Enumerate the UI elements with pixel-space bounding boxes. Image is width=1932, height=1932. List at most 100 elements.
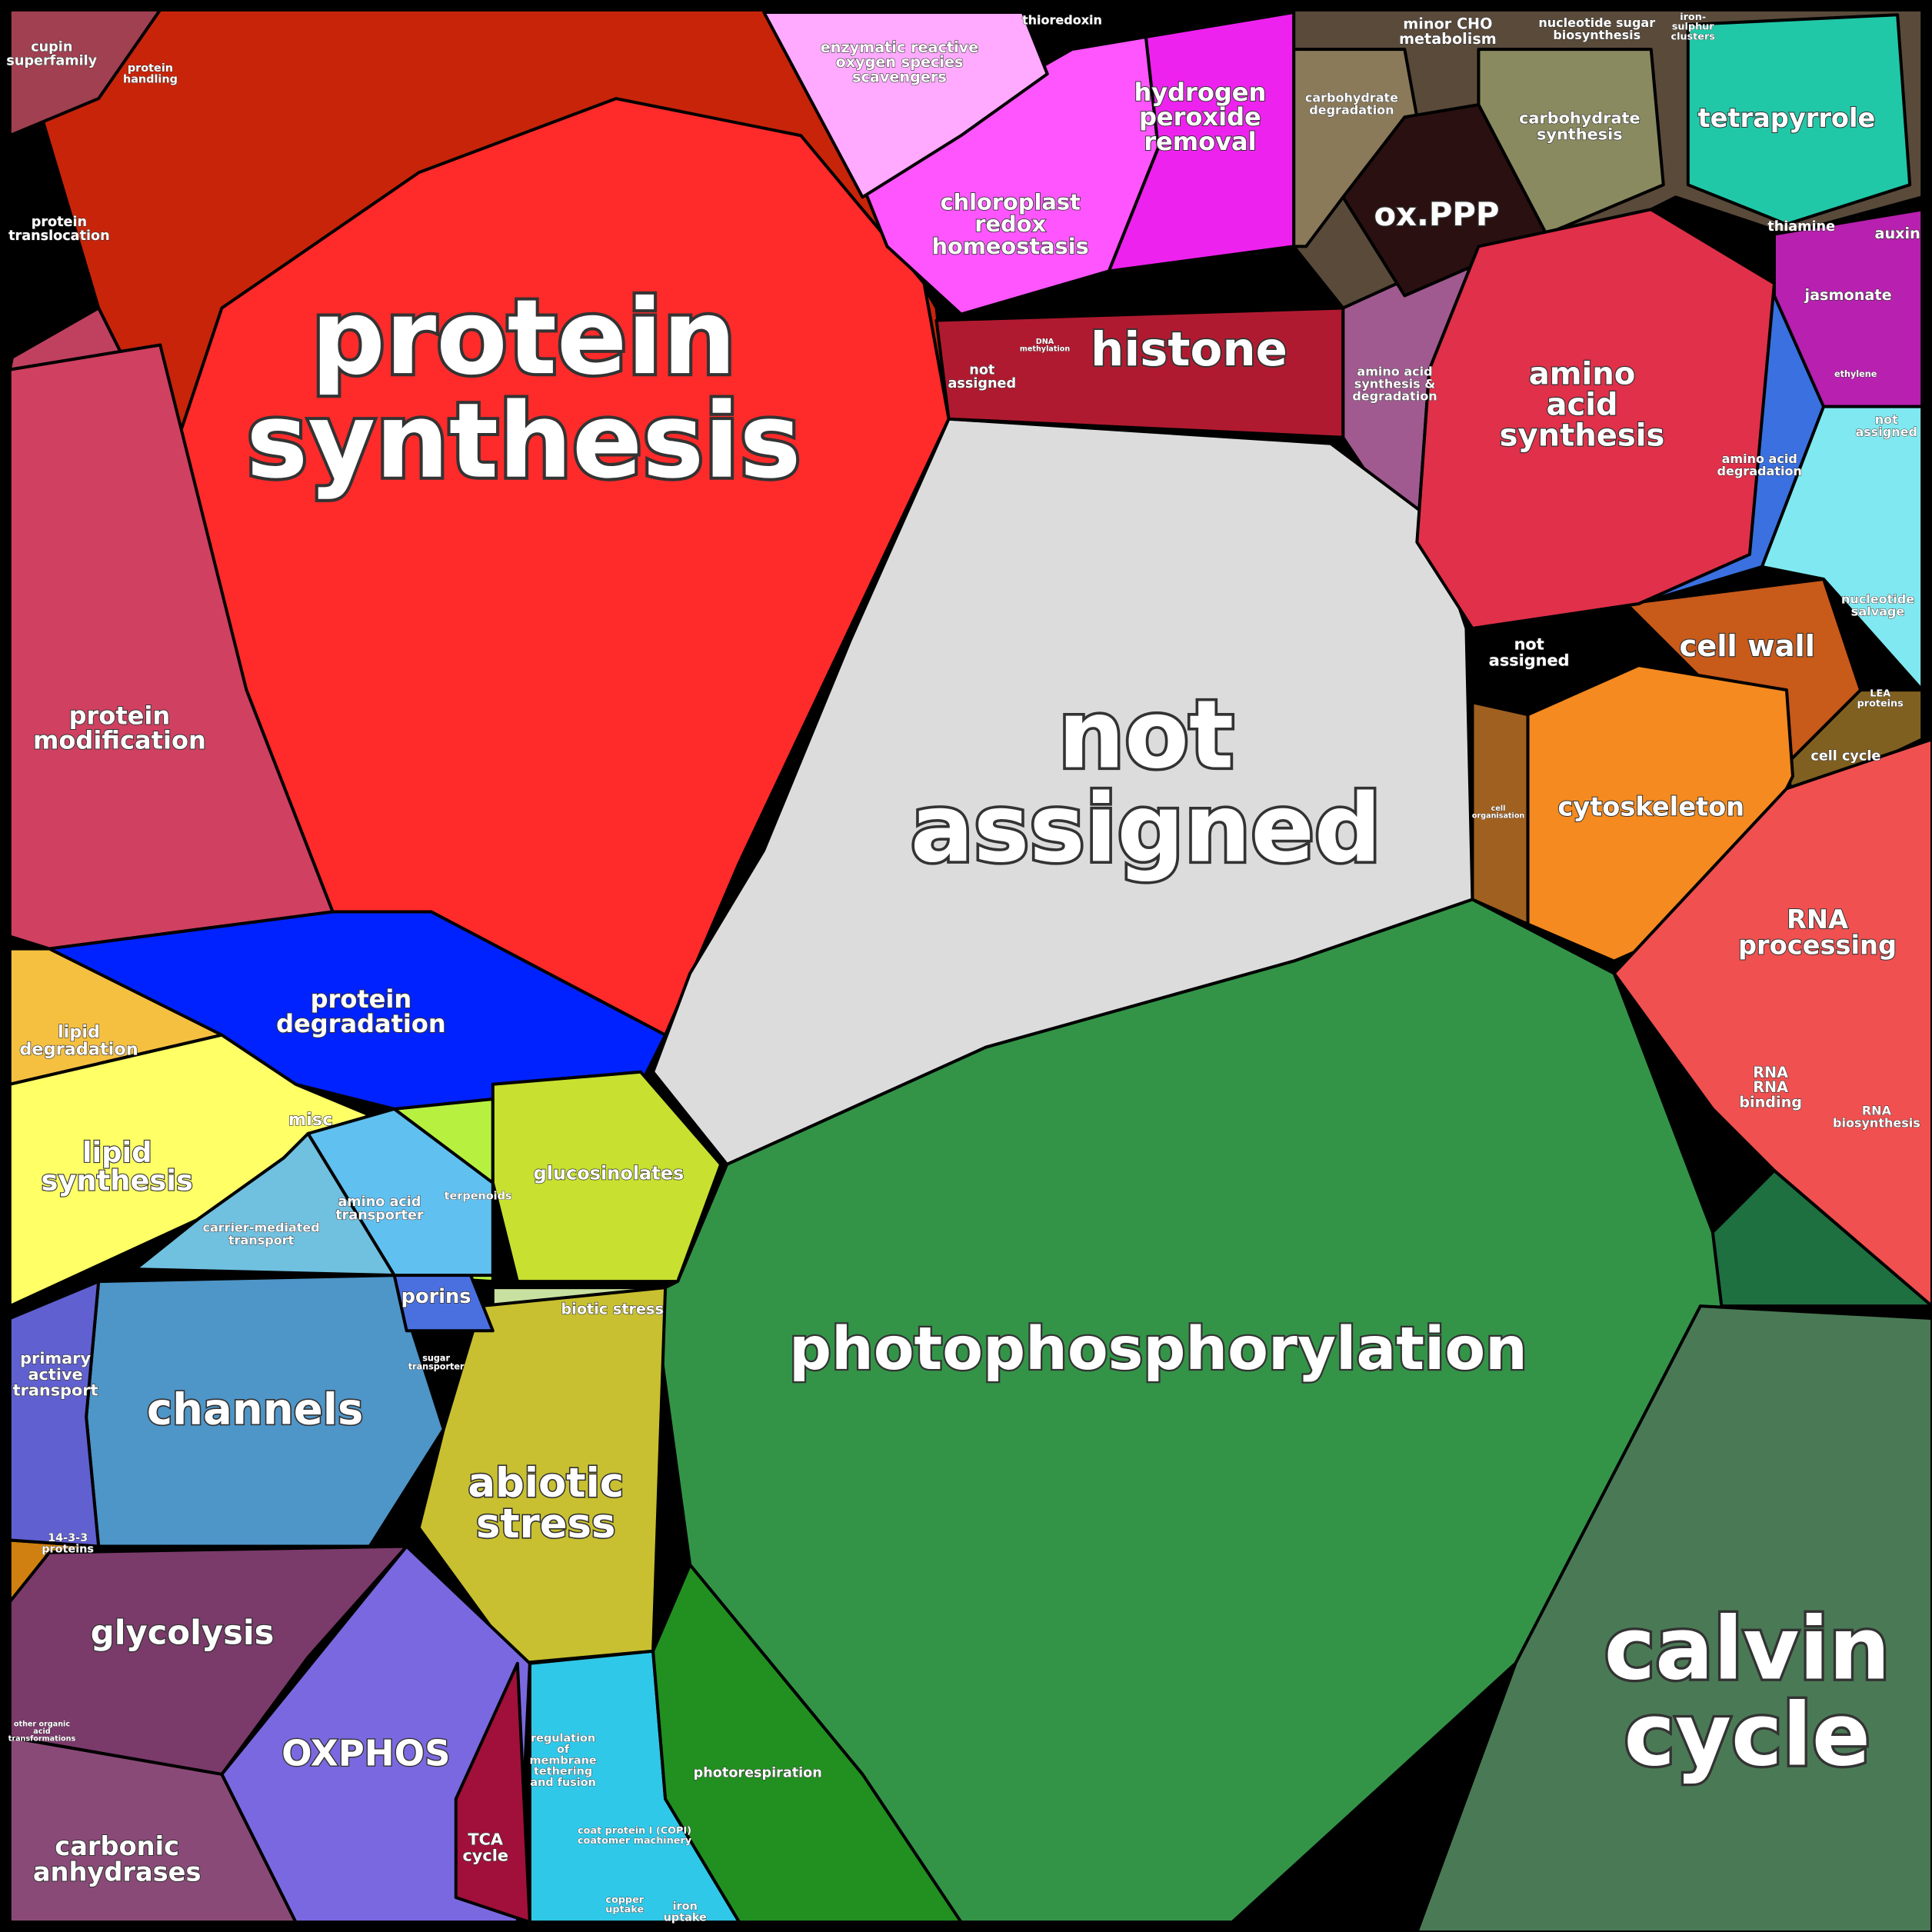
cell-label: coat protein I (COPI) bbox=[578, 1825, 691, 1837]
cell-label: enzymatic reactive bbox=[821, 38, 979, 56]
cell-label: degradation bbox=[1352, 388, 1437, 403]
cell-label: synthesis bbox=[246, 381, 801, 501]
cell-label: binding bbox=[1739, 1093, 1802, 1111]
cell-label: photorespiration bbox=[694, 1765, 822, 1780]
cell-label: tetrapyrrole bbox=[1698, 103, 1876, 133]
cell bbox=[454, 1661, 531, 1924]
cell-label: proteins bbox=[1857, 698, 1904, 709]
cell-label: lipid bbox=[82, 1136, 152, 1169]
cell-label: LEA bbox=[1870, 688, 1890, 699]
cell-label: anhydrases bbox=[33, 1857, 202, 1887]
cell bbox=[220, 1544, 531, 1924]
cell-label: nucleotide sugar bbox=[1538, 15, 1655, 30]
cell-label: translocation bbox=[8, 228, 110, 244]
cell-label: acid bbox=[33, 1727, 50, 1736]
cell-label: cell cycle bbox=[1810, 749, 1880, 764]
cell bbox=[1415, 208, 1776, 631]
cell-label: abiotic bbox=[468, 1460, 624, 1507]
cell-label: and fusion bbox=[530, 1777, 596, 1789]
cell-label: processing bbox=[1738, 931, 1897, 961]
cell-label: primary bbox=[20, 1349, 91, 1367]
cell-label: cell bbox=[1491, 804, 1506, 813]
cell bbox=[8, 1280, 101, 1548]
cell-label: 14-3-3 bbox=[48, 1532, 88, 1544]
cell-label: minor CHO bbox=[1403, 15, 1492, 33]
cell-label: proteins bbox=[42, 1544, 94, 1556]
cell-label: methylation bbox=[1020, 345, 1070, 353]
cell-label: other organic bbox=[14, 1720, 70, 1728]
cell-label: histone bbox=[1091, 322, 1287, 377]
cell-label: cycle bbox=[462, 1846, 508, 1864]
cell-label: RNA bbox=[1753, 1064, 1788, 1081]
cell-label: carbohydrate bbox=[1519, 109, 1641, 128]
cell-label: handling bbox=[123, 73, 178, 85]
cell-label: iron- bbox=[1680, 12, 1706, 23]
cell-label: protein bbox=[311, 277, 737, 398]
cell-label: carrier-mediated bbox=[202, 1221, 319, 1235]
cell-label: glucosinolates bbox=[533, 1163, 684, 1184]
cell-label: channels bbox=[147, 1385, 363, 1435]
cell-label: auxin bbox=[1874, 225, 1920, 242]
cell-label: protein bbox=[128, 62, 173, 75]
cell-label: clusters bbox=[1671, 32, 1715, 43]
cell-label: synthesis bbox=[1537, 125, 1623, 143]
cell-label: coatomer machinery bbox=[578, 1835, 692, 1847]
cell-label: degradation bbox=[276, 1009, 446, 1038]
cell-label: cycle bbox=[1624, 1685, 1870, 1785]
cell bbox=[1477, 48, 1665, 236]
cell-label: sulphur bbox=[1672, 22, 1714, 33]
cell-label: not bbox=[1514, 635, 1544, 654]
cell bbox=[1415, 1304, 1932, 1932]
cell bbox=[1612, 738, 1932, 1308]
cell-label: misc bbox=[288, 1110, 333, 1130]
cell bbox=[134, 1131, 396, 1277]
cell-label: RNA bbox=[1862, 1104, 1892, 1118]
cell-label: acid bbox=[1546, 388, 1617, 423]
cell-label: regulation bbox=[531, 1732, 595, 1744]
cell-label: protein bbox=[69, 701, 171, 730]
cell-label: uptake bbox=[664, 1912, 707, 1924]
cell-label: not bbox=[1058, 681, 1234, 790]
cell-label: biotic stress bbox=[561, 1300, 663, 1317]
cell bbox=[934, 306, 1345, 439]
cell-label: assigned bbox=[948, 376, 1017, 391]
cell-label: DNA bbox=[1036, 338, 1054, 346]
cell-label: OXPHOS bbox=[281, 1732, 450, 1774]
cell-label: synthesis bbox=[1500, 418, 1665, 454]
cell-label: cytoskeleton bbox=[1557, 791, 1744, 821]
cell-label: chloroplast bbox=[941, 188, 1081, 215]
cell-label: nucleotide bbox=[1841, 592, 1914, 607]
cell-label: assigned bbox=[1855, 425, 1917, 439]
cell-label: calvin bbox=[1604, 1599, 1890, 1699]
cell-label: redox bbox=[974, 211, 1046, 237]
cell-label: uptake bbox=[605, 1904, 644, 1916]
cell-label: oxygen species bbox=[835, 53, 963, 71]
cell-label: assigned bbox=[911, 774, 1381, 883]
cell-label: transport bbox=[228, 1233, 295, 1247]
cell-label: synthesis & bbox=[1354, 376, 1435, 391]
cell-label: tethering bbox=[534, 1766, 592, 1778]
cell-label: synthesis bbox=[41, 1164, 192, 1198]
cell-label: homeostasis bbox=[932, 233, 1089, 259]
cell-label: salvage bbox=[1851, 605, 1905, 619]
cell-label: transport bbox=[13, 1381, 98, 1400]
cell-label: cupin bbox=[31, 40, 72, 55]
cell-label: TCA bbox=[468, 1830, 503, 1849]
cell-label: amino acid bbox=[338, 1194, 421, 1210]
cell-label: of bbox=[557, 1744, 570, 1756]
cell-label: amino acid bbox=[1722, 451, 1797, 466]
cell-label: stress bbox=[476, 1501, 616, 1547]
cell-label: thioredoxin bbox=[1022, 13, 1102, 28]
cell-label: membrane bbox=[530, 1754, 597, 1767]
cell-label: transporter bbox=[335, 1208, 424, 1223]
cell bbox=[762, 11, 1049, 199]
cell bbox=[1686, 13, 1912, 226]
cell-label: degradation bbox=[19, 1039, 138, 1059]
cell-label: terpenoids bbox=[445, 1191, 512, 1203]
cell-label: porins bbox=[401, 1285, 471, 1308]
cell-label: scavengers bbox=[852, 68, 947, 85]
cell-label: ethylene bbox=[1834, 369, 1877, 379]
cell-label: cell wall bbox=[1679, 629, 1814, 664]
cell-label: biosynthesis bbox=[1553, 28, 1641, 42]
